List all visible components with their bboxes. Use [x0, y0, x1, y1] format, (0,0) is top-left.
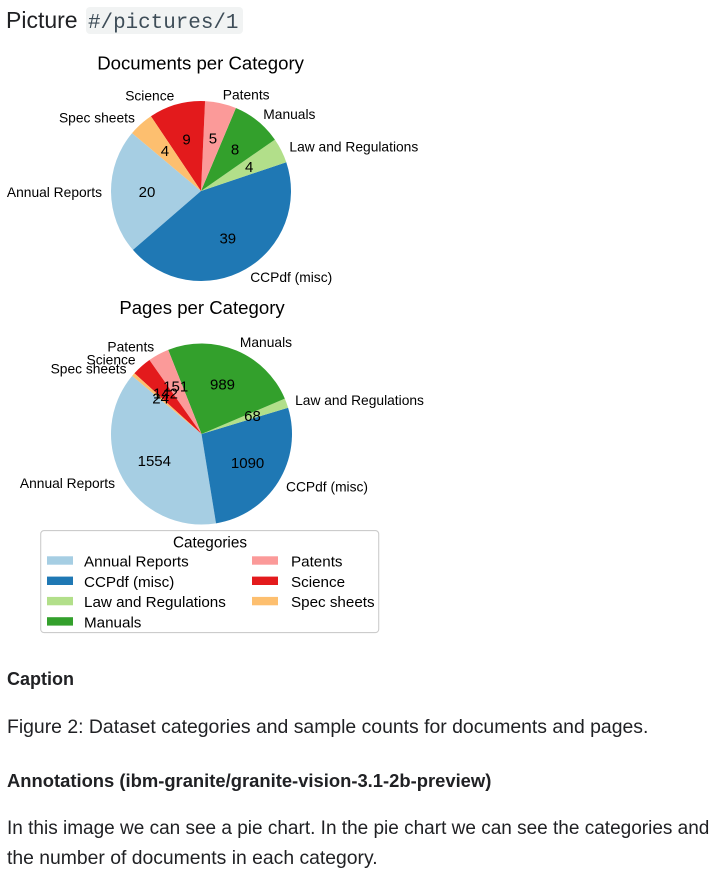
svg-text:5: 5 [209, 131, 217, 148]
svg-text:Science: Science [125, 89, 174, 104]
svg-text:989: 989 [210, 376, 235, 393]
svg-text:CCPdf (misc): CCPdf (misc) [250, 270, 332, 285]
svg-text:Spec sheets: Spec sheets [51, 362, 127, 377]
svg-text:CCPdf (misc): CCPdf (misc) [286, 480, 368, 495]
svg-text:Spec sheets: Spec sheets [59, 110, 135, 125]
svg-text:4: 4 [161, 143, 169, 160]
svg-text:39: 39 [219, 230, 236, 247]
svg-text:Spec sheets: Spec sheets [291, 594, 375, 611]
svg-text:Documents per Category: Documents per Category [97, 53, 304, 74]
svg-text:Manuals: Manuals [84, 615, 142, 632]
svg-text:8: 8 [231, 141, 239, 158]
svg-text:151: 151 [163, 379, 188, 396]
svg-text:4: 4 [245, 159, 253, 176]
svg-text:1090: 1090 [231, 455, 264, 472]
svg-text:24: 24 [152, 391, 169, 408]
svg-text:Pages per Category: Pages per Category [119, 297, 285, 318]
svg-text:Categories: Categories [173, 534, 247, 551]
svg-text:Law and Regulations: Law and Regulations [84, 594, 226, 611]
svg-text:Patents: Patents [107, 339, 154, 354]
svg-text:CCPdf (misc): CCPdf (misc) [84, 574, 174, 591]
svg-text:Annual Reports: Annual Reports [7, 185, 102, 200]
svg-text:Science: Science [87, 352, 136, 367]
svg-text:Law and Regulations: Law and Regulations [289, 139, 418, 154]
svg-text:Patents: Patents [291, 554, 343, 571]
svg-text:9: 9 [182, 131, 190, 148]
svg-text:Law and Regulations: Law and Regulations [295, 393, 424, 408]
svg-text:Patents: Patents [223, 87, 270, 102]
svg-text:1554: 1554 [138, 453, 171, 470]
svg-text:142: 142 [153, 386, 178, 403]
svg-text:Annual Reports: Annual Reports [84, 554, 189, 571]
svg-text:68: 68 [244, 408, 261, 425]
svg-text:Annual Reports: Annual Reports [20, 476, 115, 491]
svg-text:Manuals: Manuals [240, 335, 292, 350]
svg-text:20: 20 [139, 184, 156, 201]
svg-text:Science: Science [291, 574, 345, 591]
svg-text:Manuals: Manuals [263, 107, 315, 122]
